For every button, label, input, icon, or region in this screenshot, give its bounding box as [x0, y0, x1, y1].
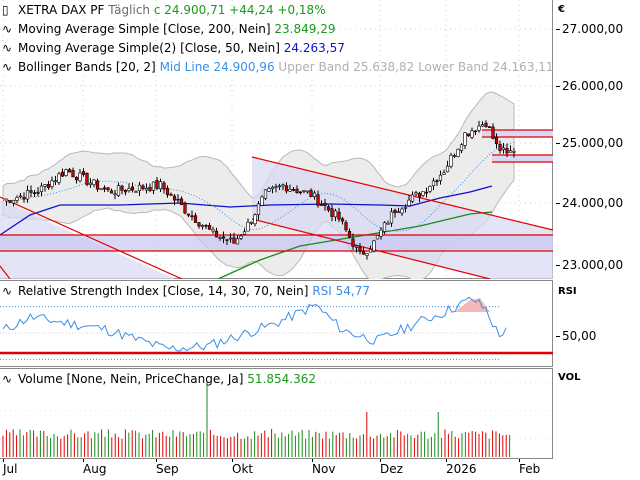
- legend-bollinger[interactable]: ∿ Bollinger Bands [20, 2] Mid Line 24.90…: [2, 58, 554, 77]
- legend-rsi[interactable]: ∿ Relative Strength Index [Close, 14, 30…: [2, 282, 370, 301]
- price-tick: 27.000,00: [556, 22, 623, 36]
- price-change: +44,24: [229, 3, 274, 17]
- indicator-wave-icon: ∿: [2, 372, 13, 386]
- x-label: Aug: [83, 459, 107, 476]
- x-label: Sep: [156, 459, 179, 476]
- legend-instrument[interactable]: ▯ XETRA DAX PF Täglich c 24.900,71 +44,2…: [2, 1, 554, 20]
- x-label: Feb: [519, 459, 541, 476]
- price-change-pct: +0,18%: [277, 3, 326, 17]
- currency-unit: €: [558, 4, 565, 15]
- legend-ma50[interactable]: ∿ Moving Average Simple(2) [Close, 50, N…: [2, 39, 554, 58]
- x-label: Nov: [312, 459, 336, 476]
- legend-volume[interactable]: ∿ Volume [None, Nein, PriceChange, Ja] 5…: [2, 370, 316, 389]
- indicator-wave-icon: ∿: [2, 41, 13, 55]
- indicator-wave-icon: ∿: [2, 284, 13, 298]
- x-label: 2026: [446, 459, 477, 476]
- price-tick: 26.000,00: [556, 79, 623, 93]
- indicator-wave-icon: ∿: [2, 22, 13, 36]
- time-axis[interactable]: Jul Aug Sep Okt Nov Dez 2026 Feb: [0, 459, 553, 480]
- price-tick: 24.000,00: [556, 196, 623, 210]
- price-tick: 23.000,00: [556, 258, 623, 272]
- rsi-panel[interactable]: ∿ Relative Strength Index [Close, 14, 30…: [0, 280, 553, 367]
- price-chart-panel[interactable]: ▯ XETRA DAX PF Täglich c 24.900,71 +44,2…: [0, 0, 554, 279]
- x-label: Okt: [232, 459, 254, 476]
- price-tick: 25.000,00: [556, 136, 623, 150]
- volume-canvas[interactable]: [0, 369, 553, 460]
- price-legend: ▯ XETRA DAX PF Täglich c 24.900,71 +44,2…: [2, 1, 554, 77]
- legend-ma200[interactable]: ∿ Moving Average Simple [Close, 200, Nei…: [2, 20, 554, 39]
- last-close: c 24.900,71: [153, 3, 226, 17]
- rsi-tick: 50,00: [556, 329, 596, 343]
- x-label: Dez: [380, 459, 403, 476]
- indicator-wave-icon: ∿: [2, 60, 13, 74]
- candlestick-icon: ▯: [2, 3, 9, 17]
- x-label: Jul: [3, 459, 18, 476]
- rsi-axis-label: RSI: [558, 286, 577, 297]
- rsi-canvas[interactable]: [0, 281, 553, 368]
- volume-panel[interactable]: ∿ Volume [None, Nein, PriceChange, Ja] 5…: [0, 368, 553, 459]
- volume-axis-label: VOL: [558, 372, 581, 383]
- price-chart-canvas[interactable]: [0, 0, 553, 279]
